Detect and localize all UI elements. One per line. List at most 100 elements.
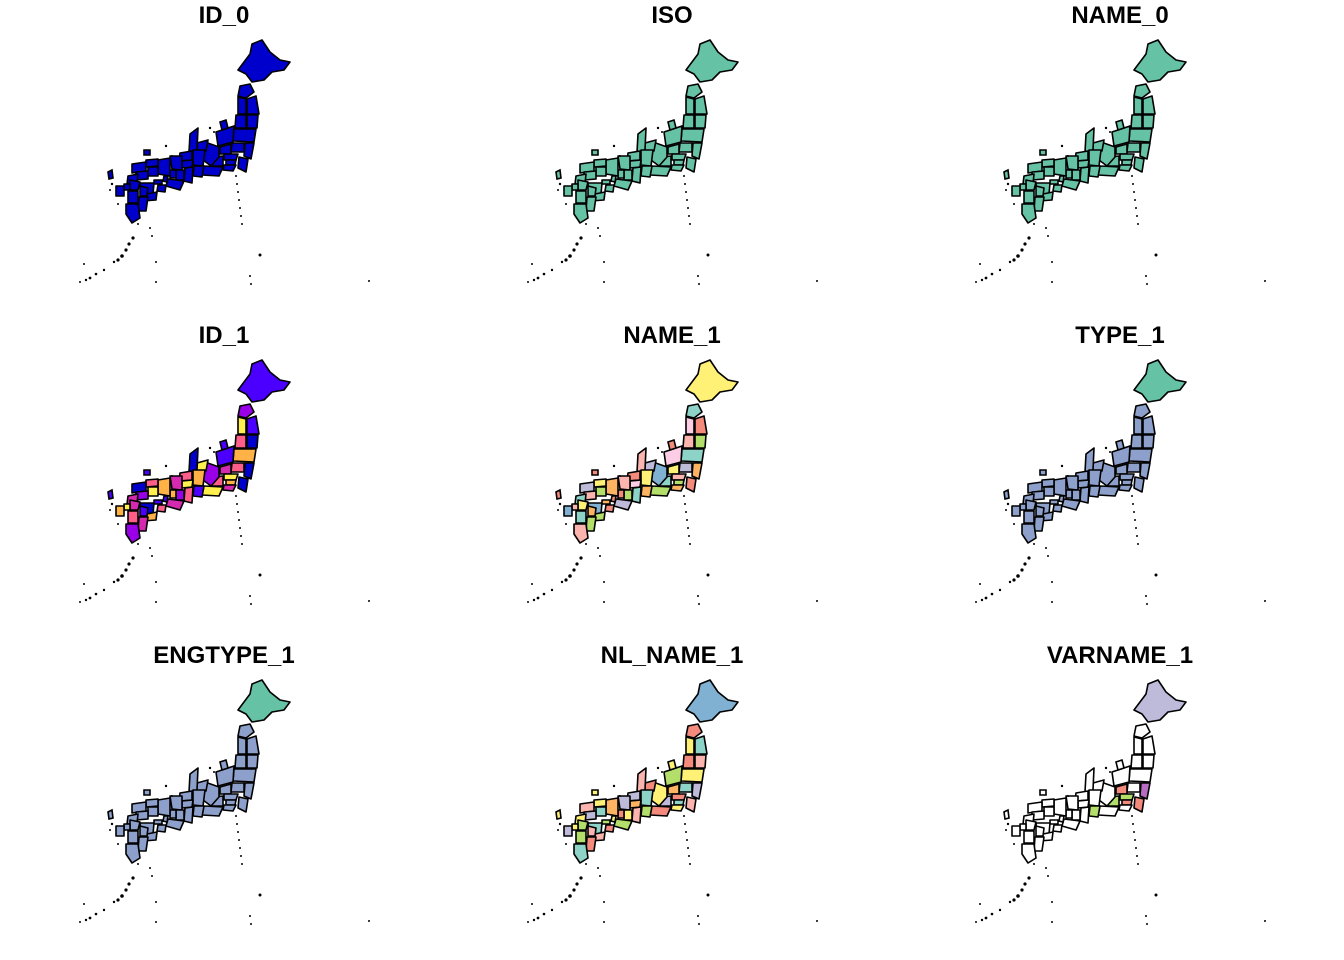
small-island-dot [208, 446, 212, 450]
prefecture-ishikawa [188, 127, 199, 153]
prefecture-nara [1071, 169, 1081, 181]
small-island-dot [656, 446, 660, 450]
small-island-dot [990, 912, 994, 916]
small-island-dot [1264, 280, 1266, 282]
prefecture-yamagata [682, 114, 695, 129]
japan-map [527, 359, 818, 605]
small-island-dot [241, 543, 243, 545]
small-island-dot [237, 511, 239, 513]
small-island-dot [1067, 155, 1069, 157]
prefecture-fukushima [1128, 768, 1153, 783]
small-island-dot [1146, 283, 1148, 285]
island-oki [1039, 469, 1047, 476]
prefecture-ishikawa [188, 447, 199, 473]
small-island-dot [542, 592, 546, 596]
small-island-dot [597, 227, 599, 229]
prefecture-ishikawa [1084, 767, 1095, 793]
prefecture-kumamoto [1023, 510, 1035, 524]
small-island-dot [213, 771, 215, 773]
prefecture-kagawa [153, 819, 163, 825]
prefecture-kagawa [601, 819, 611, 825]
small-island-dot [603, 261, 605, 263]
small-island-dot [1005, 189, 1007, 191]
prefecture-miyagi [694, 434, 707, 449]
small-island-dot [532, 918, 536, 922]
small-island-dot [599, 875, 601, 877]
small-island-dot [239, 847, 241, 849]
prefecture-ibaraki [243, 782, 255, 800]
prefecture-kumamoto [1023, 190, 1035, 204]
prefecture-kanagawa [222, 484, 237, 492]
small-island-dot [1051, 921, 1053, 923]
prefecture-fukushima [1128, 128, 1153, 143]
prefecture-kumamoto [127, 510, 139, 524]
prefecture-kyoto [169, 155, 183, 171]
small-island-dot [137, 223, 139, 225]
prefecture-aomori [237, 723, 255, 739]
prefecture-kyoto [169, 795, 183, 811]
small-island-dot [1135, 527, 1137, 529]
small-island-dot [661, 131, 663, 133]
small-island-dot [550, 908, 554, 912]
small-island-dot [1067, 795, 1069, 797]
island-awaji [610, 815, 617, 823]
small-island-dot [1145, 275, 1147, 277]
prefecture-saitama [1119, 153, 1135, 161]
small-island-dot [603, 281, 605, 283]
prefecture-ibaraki [691, 782, 703, 800]
prefecture-tokushima [1052, 824, 1063, 833]
prefecture-shizuoka [649, 165, 672, 177]
island-sado [219, 118, 229, 132]
prefecture-mie [183, 486, 194, 504]
prefecture-shiga [1077, 159, 1090, 169]
small-island-dot [1033, 223, 1035, 225]
prefecture-osaka [1065, 169, 1073, 179]
prefecture-shizuoka [201, 805, 224, 817]
small-island-dot [1145, 595, 1147, 597]
small-island-dot [557, 509, 559, 511]
small-island-dot [689, 223, 691, 225]
prefecture-chiba [685, 796, 697, 813]
island-sado [667, 438, 677, 452]
prefecture-gifu [192, 789, 206, 807]
small-island-dot [83, 903, 85, 905]
island-tsushima [1003, 488, 1010, 500]
prefecture-nara [623, 169, 633, 181]
small-island-dot [568, 574, 572, 578]
small-island-dot [137, 543, 139, 545]
prefecture-hyogo [605, 157, 619, 177]
small-island-dot [687, 527, 689, 529]
prefecture-miyagi [694, 114, 707, 129]
prefecture-kagoshima [125, 523, 141, 544]
small-island-dot [155, 601, 157, 603]
prefecture-yamagata [234, 754, 247, 769]
prefecture-fukuoka [129, 819, 141, 831]
prefecture-nagasaki [1011, 505, 1021, 517]
prefecture-iwate [246, 415, 260, 435]
panel-title: ID_0 [198, 2, 250, 29]
prefecture-fukuoka [129, 179, 141, 191]
prefecture-nagasaki [115, 185, 125, 197]
prefecture-ibaraki [1139, 782, 1151, 800]
prefecture-oita [587, 825, 597, 837]
prefecture-aichi [192, 485, 205, 498]
small-island-dot [1154, 253, 1158, 257]
island-tsushima [555, 808, 562, 820]
prefecture-kagawa [1049, 179, 1059, 185]
prefecture-akita [237, 416, 247, 435]
small-island-dot [1045, 547, 1047, 549]
prefecture-wakayama [165, 178, 185, 191]
small-island-dot [116, 578, 120, 582]
prefecture-yamagata [1130, 434, 1143, 449]
small-island-dot [1006, 502, 1010, 506]
prefecture-tottori [593, 798, 607, 808]
small-island-dot [1006, 182, 1010, 186]
small-island-dot [706, 893, 710, 897]
small-island-dot [94, 912, 98, 916]
small-island-dot [542, 912, 546, 916]
small-island-dot [975, 921, 977, 923]
small-island-dot [603, 921, 605, 923]
island-awaji [162, 175, 169, 183]
small-island-dot [250, 603, 252, 605]
small-island-dot [117, 523, 119, 525]
